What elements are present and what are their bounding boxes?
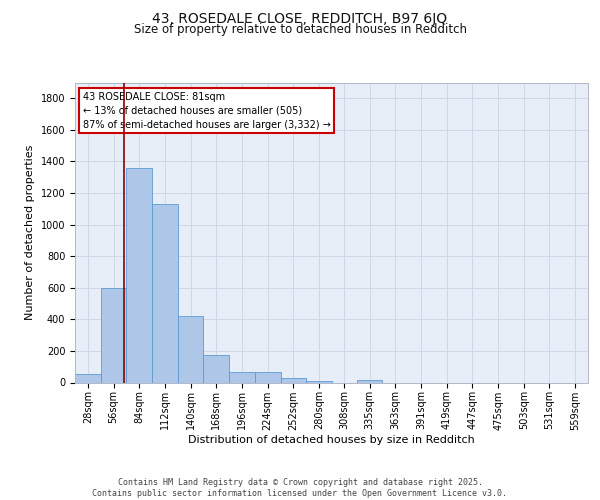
Text: Size of property relative to detached houses in Redditch: Size of property relative to detached ho… — [133, 22, 467, 36]
Text: 43 ROSEDALE CLOSE: 81sqm
← 13% of detached houses are smaller (505)
87% of semi-: 43 ROSEDALE CLOSE: 81sqm ← 13% of detach… — [83, 92, 331, 130]
Y-axis label: Number of detached properties: Number of detached properties — [25, 145, 35, 320]
Text: 43, ROSEDALE CLOSE, REDDITCH, B97 6JQ: 43, ROSEDALE CLOSE, REDDITCH, B97 6JQ — [152, 12, 448, 26]
X-axis label: Distribution of detached houses by size in Redditch: Distribution of detached houses by size … — [188, 435, 475, 445]
Bar — [203, 355, 229, 382]
Bar — [101, 288, 127, 382]
Bar — [75, 374, 101, 382]
Bar — [178, 316, 203, 382]
Bar — [229, 372, 255, 382]
Bar — [357, 380, 382, 382]
Bar — [152, 204, 178, 382]
Text: Contains HM Land Registry data © Crown copyright and database right 2025.
Contai: Contains HM Land Registry data © Crown c… — [92, 478, 508, 498]
Bar — [255, 372, 281, 382]
Bar — [281, 378, 306, 382]
Bar — [127, 168, 152, 382]
Bar — [306, 381, 332, 382]
